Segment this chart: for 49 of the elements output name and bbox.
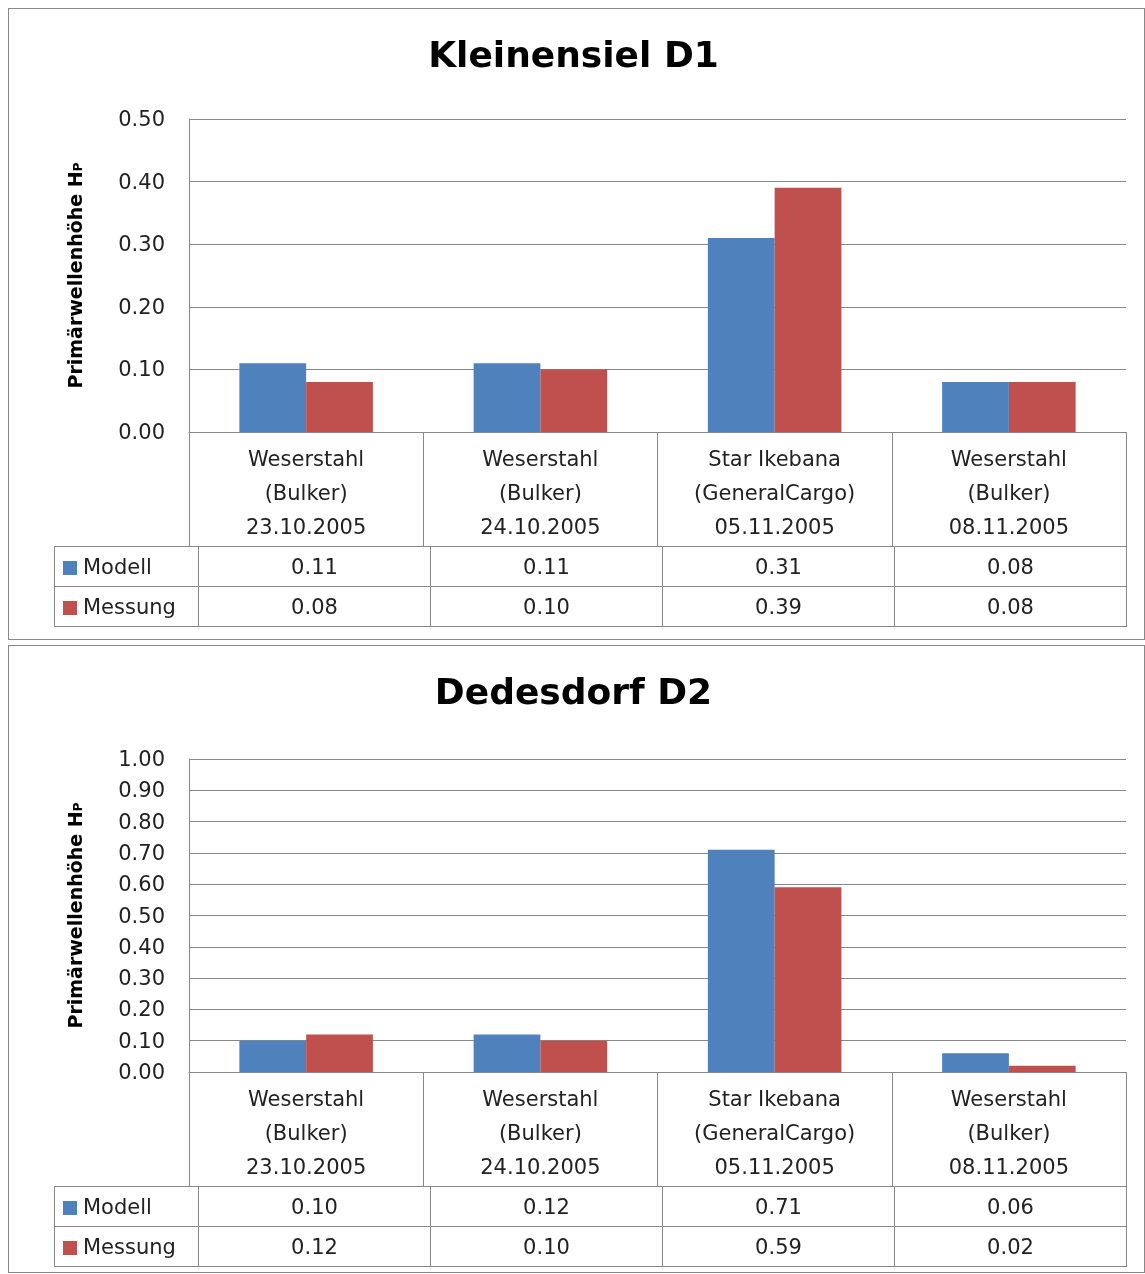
x-tick-label: Weserstahl (Bulker) 08.11.2005 <box>948 447 1069 539</box>
legend-label: Modell <box>54 546 199 587</box>
x-tick-label: Weserstahl (Bulker) 23.10.2005 <box>246 1087 367 1179</box>
data-label: 0.59 <box>662 1226 895 1267</box>
x-tick-label: Weserstahl (Bulker) 23.10.2005 <box>246 447 367 539</box>
y-tick-label: 0.10 <box>118 357 165 382</box>
x-tick-label: Star Ikebana (GeneralCargo) 05.11.2005 <box>694 447 856 539</box>
y-axis-title: Primärwellenhöhe HP <box>63 162 86 389</box>
chart-title: Kleinensiel D1 <box>428 33 719 75</box>
y-tick-label: 0.40 <box>118 934 165 959</box>
y-tick-label: 0.10 <box>118 1028 165 1053</box>
y-tick-label: 0.00 <box>118 420 165 444</box>
y-tick-label: 1.00 <box>118 747 165 771</box>
data-label: 0.11 <box>198 546 431 587</box>
y-tick-label: 0.90 <box>118 778 165 803</box>
y-tick-label: 0.30 <box>118 966 165 991</box>
data-label: 0.12 <box>198 1226 431 1267</box>
y-tick-label: 0.60 <box>118 872 165 897</box>
data-label: 0.11 <box>430 546 663 587</box>
y-tick-label: 0.50 <box>118 903 165 928</box>
x-tick-label: Star Ikebana (GeneralCargo) 05.11.2005 <box>694 1087 856 1179</box>
y-tick-label: 0.40 <box>118 169 165 194</box>
y-tick-label: 0.20 <box>118 294 165 319</box>
legend-label: Messung <box>54 1226 199 1267</box>
y-tick-label: 0.00 <box>118 1060 165 1084</box>
y-axis-title: Primärwellenhöhe HP <box>63 802 86 1029</box>
y-tick-label: 0.20 <box>118 997 165 1022</box>
x-tick-label: Weserstahl (Bulker) 24.10.2005 <box>480 447 601 539</box>
data-label: 0.10 <box>430 1226 663 1267</box>
data-label: 0.06 <box>894 1186 1127 1227</box>
data-label: 0.08 <box>894 546 1127 587</box>
legend-label: Modell <box>54 1186 199 1227</box>
y-tick-label: 0.50 <box>118 107 165 131</box>
data-label: 0.08 <box>894 586 1127 627</box>
data-label: 0.02 <box>894 1226 1127 1267</box>
data-label: 0.08 <box>198 586 431 627</box>
data-label: 0.12 <box>430 1186 663 1227</box>
x-tick-label: Weserstahl (Bulker) 24.10.2005 <box>480 1087 601 1179</box>
data-label: 0.10 <box>430 586 663 627</box>
data-label: 0.31 <box>662 546 895 587</box>
x-tick-label: Weserstahl (Bulker) 08.11.2005 <box>948 1087 1069 1179</box>
data-label: 0.39 <box>662 586 895 627</box>
y-tick-label: 0.30 <box>118 232 165 257</box>
legend-label: Messung <box>54 586 199 627</box>
data-label: 0.71 <box>662 1186 895 1227</box>
y-tick-label: 0.80 <box>118 809 165 834</box>
data-label: 0.10 <box>198 1186 431 1227</box>
chart-title: Dedesdorf D2 <box>434 670 713 712</box>
y-tick-label: 0.70 <box>118 840 165 865</box>
